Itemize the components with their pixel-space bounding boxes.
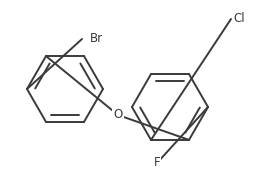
Text: O: O [113,109,123,121]
Text: F: F [154,156,160,170]
Text: Br: Br [90,33,103,45]
Text: Cl: Cl [233,13,245,25]
